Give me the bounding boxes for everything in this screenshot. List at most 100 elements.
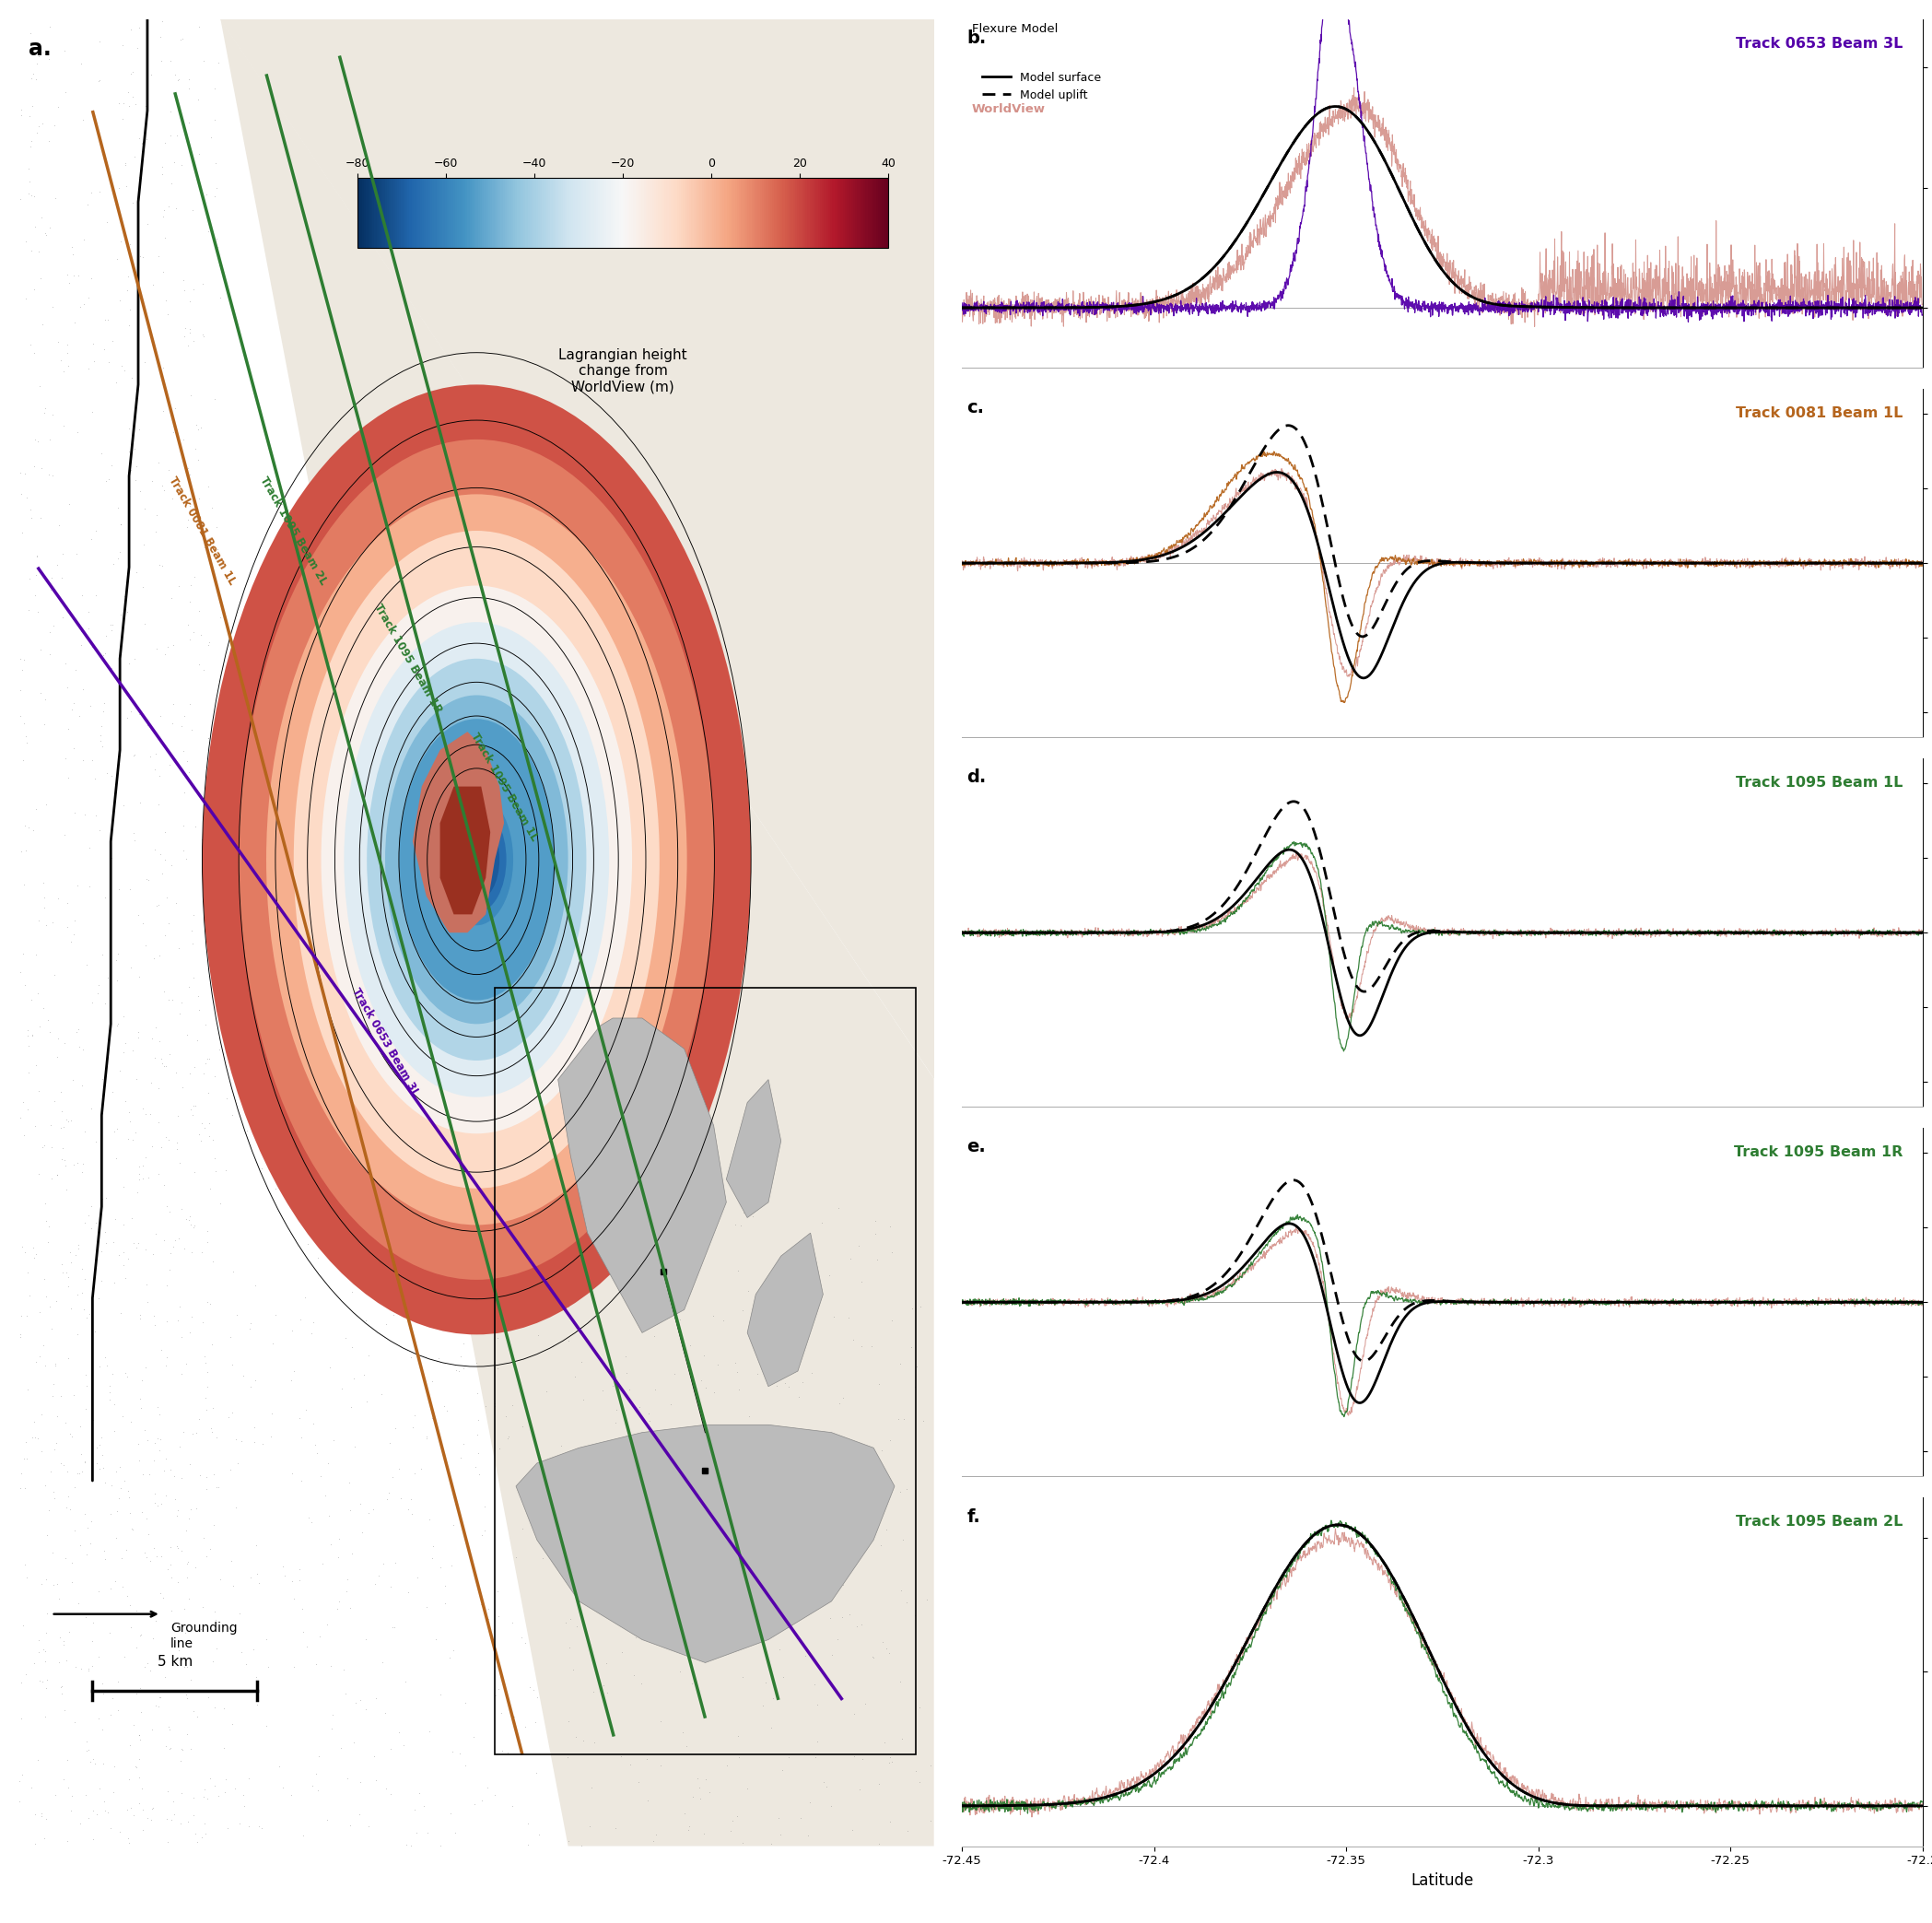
Point <box>286 1058 317 1088</box>
Point <box>25 1340 56 1371</box>
Point <box>43 883 73 913</box>
Point <box>624 1575 655 1606</box>
Point <box>591 1677 622 1708</box>
Point <box>278 1652 309 1683</box>
Point <box>450 1688 481 1719</box>
Point <box>740 1471 771 1502</box>
Point <box>373 1029 404 1060</box>
Point <box>162 119 193 150</box>
Point <box>6 1319 37 1350</box>
Point <box>12 483 43 513</box>
Point <box>276 1565 307 1596</box>
Point <box>475 1127 506 1158</box>
Point <box>193 627 224 658</box>
Point <box>164 571 195 602</box>
Point <box>361 1683 392 1713</box>
Point <box>23 112 54 142</box>
Point <box>328 1223 359 1254</box>
Point <box>779 1467 810 1498</box>
Point <box>147 46 178 77</box>
Point <box>75 1506 106 1536</box>
Point <box>162 1567 193 1598</box>
Point <box>869 1727 900 1758</box>
Point <box>68 579 99 610</box>
Text: c.: c. <box>966 400 983 417</box>
Point <box>810 1767 840 1798</box>
Point <box>203 1035 234 1065</box>
Point <box>62 260 93 290</box>
Point <box>205 1563 236 1594</box>
Point <box>176 1236 207 1267</box>
Point <box>48 1629 79 1660</box>
Point <box>437 1550 468 1581</box>
Point <box>108 1465 139 1496</box>
Point <box>576 1773 607 1804</box>
Point <box>93 1044 124 1075</box>
Point <box>137 1023 168 1054</box>
Point <box>479 1390 510 1421</box>
Point <box>75 1213 106 1244</box>
Point <box>141 1690 172 1721</box>
Point <box>216 1398 247 1429</box>
Point <box>460 1452 491 1483</box>
Point <box>417 1365 448 1396</box>
Point <box>835 1431 866 1461</box>
Point <box>837 1815 867 1846</box>
Point <box>21 560 52 590</box>
Point <box>122 1429 153 1460</box>
Point <box>170 1515 201 1546</box>
Point <box>174 490 205 521</box>
Point <box>52 592 83 623</box>
Point <box>75 690 106 721</box>
Point <box>444 1340 475 1371</box>
Point <box>549 1285 580 1315</box>
Point <box>6 1704 37 1735</box>
Point <box>522 1285 553 1315</box>
Point <box>620 1621 651 1652</box>
Point <box>8 1760 39 1790</box>
Point <box>15 35 46 65</box>
Point <box>187 319 218 350</box>
Point <box>31 219 62 250</box>
Point <box>62 1146 93 1177</box>
Point <box>23 1636 54 1667</box>
Point <box>242 1661 272 1692</box>
Point <box>129 90 160 121</box>
Point <box>603 1581 634 1611</box>
Point <box>835 1598 866 1629</box>
Point <box>4 644 35 675</box>
Point <box>156 583 187 613</box>
Point <box>164 1431 195 1461</box>
Point <box>176 194 207 225</box>
Point <box>688 1340 719 1371</box>
Point <box>29 1329 60 1360</box>
Point <box>46 1258 77 1288</box>
Point <box>99 1115 129 1146</box>
Point <box>71 1369 102 1400</box>
Point <box>110 1358 141 1388</box>
Point <box>354 1810 384 1840</box>
Point <box>52 337 83 367</box>
Point <box>187 1592 218 1623</box>
Point <box>236 1561 267 1592</box>
Point <box>31 217 62 248</box>
Point <box>334 1592 365 1623</box>
Point <box>176 1094 207 1125</box>
Point <box>392 1494 423 1525</box>
Point <box>636 1519 667 1550</box>
Point <box>8 708 39 738</box>
Point <box>189 1348 220 1379</box>
Point <box>609 1273 639 1304</box>
Point <box>95 1617 126 1648</box>
Point <box>118 56 149 87</box>
Point <box>168 700 199 731</box>
Point <box>243 1119 274 1150</box>
Point <box>473 1592 504 1623</box>
Point <box>141 1540 172 1571</box>
Point <box>52 887 83 917</box>
Point <box>145 1335 176 1365</box>
Point <box>112 1475 143 1506</box>
Point <box>17 90 48 121</box>
Point <box>85 438 116 469</box>
Point <box>512 1808 543 1838</box>
